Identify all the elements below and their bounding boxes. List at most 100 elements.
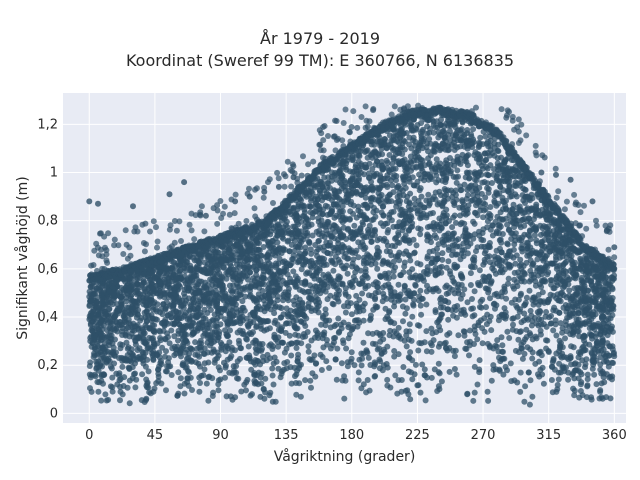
data-point (365, 354, 372, 361)
data-point (516, 237, 523, 243)
data-point (515, 336, 522, 343)
data-point (417, 226, 424, 233)
data-point (280, 339, 287, 346)
data-point (413, 242, 420, 249)
data-point (338, 360, 345, 367)
data-point (283, 320, 290, 327)
data-point (367, 315, 374, 322)
data-point (283, 365, 290, 372)
data-point (479, 325, 486, 332)
data-point (178, 303, 184, 310)
data-point (498, 249, 505, 256)
data-point (562, 268, 569, 275)
data-point (508, 236, 515, 242)
data-point (308, 384, 314, 391)
data-point (546, 314, 553, 321)
data-point (343, 345, 350, 352)
data-point (342, 285, 349, 292)
data-point (519, 355, 526, 362)
data-point (318, 321, 325, 328)
data-point (369, 340, 376, 347)
data-point (360, 381, 367, 388)
data-point (548, 281, 555, 288)
data-point (406, 269, 413, 276)
data-point (395, 281, 402, 288)
data-point (463, 158, 470, 165)
data-point (260, 244, 267, 250)
data-point (434, 245, 440, 252)
data-point (428, 239, 434, 246)
data-point (423, 288, 430, 295)
data-point (423, 144, 430, 151)
data-point (259, 235, 266, 242)
data-point (197, 296, 204, 303)
data-point (476, 304, 483, 310)
data-point (548, 377, 555, 383)
data-point (136, 345, 143, 352)
data-point (449, 224, 456, 231)
data-point (359, 275, 366, 281)
data-point (319, 233, 325, 239)
data-point (469, 264, 476, 271)
data-point (162, 353, 168, 360)
data-point (504, 328, 511, 335)
data-point (105, 396, 112, 403)
data-point (566, 287, 573, 294)
data-point (491, 291, 498, 298)
data-point (407, 257, 414, 264)
data-point (504, 241, 511, 248)
data-point (335, 298, 342, 305)
data-point (395, 324, 402, 331)
data-point (312, 242, 319, 248)
data-point (569, 322, 575, 329)
data-point (476, 267, 483, 274)
data-point (331, 339, 337, 346)
data-point (436, 370, 443, 377)
data-point (327, 345, 334, 352)
data-point (317, 190, 323, 197)
data-point (414, 178, 421, 185)
data-point (450, 312, 457, 319)
data-point (408, 337, 415, 344)
data-point (428, 348, 435, 355)
data-point (521, 231, 528, 238)
data-point (477, 134, 484, 141)
data-point (295, 332, 302, 339)
data-point (402, 208, 409, 215)
data-point (588, 396, 595, 403)
data-point (429, 330, 436, 337)
data-point (175, 369, 182, 376)
data-point (407, 349, 414, 356)
data-point (430, 129, 437, 136)
data-point (145, 368, 152, 375)
data-point (193, 268, 200, 275)
data-point (436, 215, 443, 222)
data-point (175, 337, 181, 344)
data-point (521, 350, 528, 357)
data-point (203, 380, 210, 387)
data-point (117, 397, 123, 404)
data-point (432, 307, 439, 314)
data-point (439, 250, 446, 257)
data-point (557, 290, 564, 297)
data-point (196, 353, 203, 360)
data-point (553, 332, 560, 339)
data-point (164, 363, 171, 370)
data-point (498, 356, 505, 363)
data-point (407, 396, 414, 403)
data-point (520, 339, 527, 346)
data-point (181, 273, 188, 280)
data-point (570, 344, 577, 351)
data-point (462, 225, 469, 232)
data-point (185, 369, 192, 376)
data-point (446, 368, 453, 375)
data-point (565, 281, 572, 288)
data-point (252, 345, 259, 352)
data-point (117, 293, 124, 300)
data-point (489, 232, 496, 239)
data-point (528, 271, 535, 278)
data-point (355, 239, 362, 246)
data-point (571, 375, 578, 382)
data-point (285, 297, 292, 304)
data-point (417, 231, 424, 238)
